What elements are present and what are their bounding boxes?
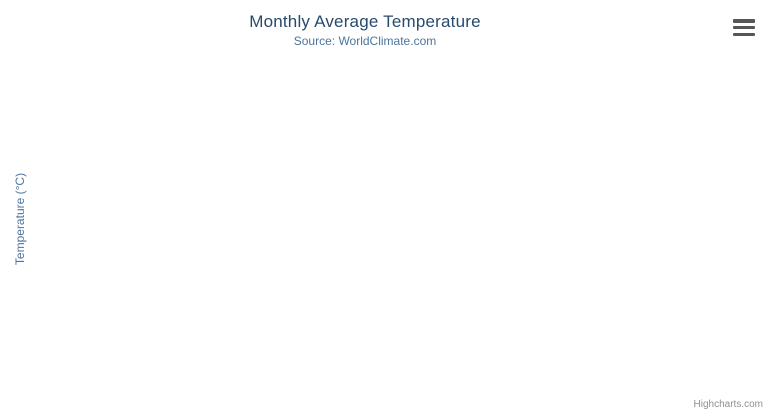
chart-subtitle: Source: WorldClimate.com bbox=[293, 34, 437, 48]
chart-title: Monthly Average Temperature bbox=[249, 12, 481, 31]
hamburger-bar bbox=[733, 25, 755, 30]
hamburger-bar bbox=[733, 32, 755, 36]
hamburger-bar bbox=[733, 19, 755, 23]
hamburger-icon[interactable] bbox=[733, 19, 755, 36]
y-axis-title: Temperature (°C) bbox=[13, 173, 27, 265]
highcharts-credit-link[interactable]: Highcharts.com bbox=[693, 399, 763, 410]
